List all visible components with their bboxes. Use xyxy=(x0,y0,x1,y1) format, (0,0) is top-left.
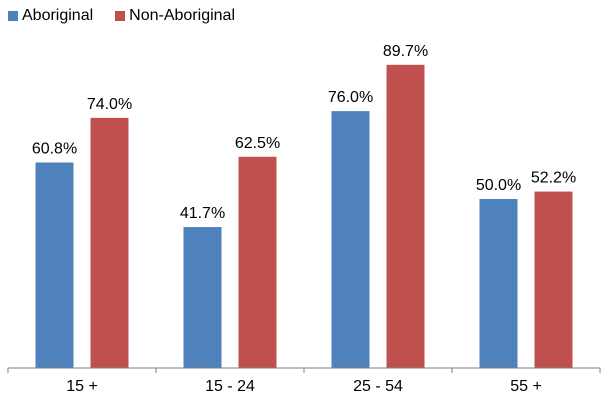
data-label-aboriginal-1: 41.7% xyxy=(180,205,225,222)
data-label-non-aboriginal-2: 89.7% xyxy=(383,43,428,60)
data-label-non-aboriginal-0: 74.0% xyxy=(87,96,132,113)
legend-label-aboriginal: Aboriginal xyxy=(22,7,94,24)
bar-non-aboriginal-1 xyxy=(238,156,277,368)
x-tick-label-0: 15 + xyxy=(66,378,98,395)
bar-non-aboriginal-2 xyxy=(386,64,425,369)
legend-swatch-aboriginal xyxy=(8,11,18,21)
legend-swatch-non-aboriginal xyxy=(115,11,126,21)
legend: Aboriginal Non-Aboriginal xyxy=(0,5,249,27)
x-tick-label-3: 55 + xyxy=(510,378,542,395)
bar-non-aboriginal-3 xyxy=(534,191,573,368)
legend-item-aboriginal: Aboriginal xyxy=(8,7,93,25)
bar-aboriginal-2 xyxy=(331,111,370,369)
data-label-non-aboriginal-3: 52.2% xyxy=(531,170,576,187)
bar-non-aboriginal-0 xyxy=(90,117,129,368)
data-label-aboriginal-0: 60.8% xyxy=(32,140,77,157)
data-label-aboriginal-2: 76.0% xyxy=(328,89,373,106)
bar-aboriginal-1 xyxy=(183,227,222,368)
x-tick-label-1: 15 - 24 xyxy=(205,378,255,395)
x-tick-label-2: 25 - 54 xyxy=(353,378,403,395)
data-label-aboriginal-3: 50.0% xyxy=(476,177,521,194)
data-label-non-aboriginal-1: 62.5% xyxy=(235,135,280,152)
bar-aboriginal-3 xyxy=(479,199,518,368)
legend-label-non-aboriginal: Non-Aboriginal xyxy=(129,7,235,24)
legend-item-non-aboriginal: Non-Aboriginal xyxy=(115,7,235,25)
bar-aboriginal-0 xyxy=(35,162,74,368)
